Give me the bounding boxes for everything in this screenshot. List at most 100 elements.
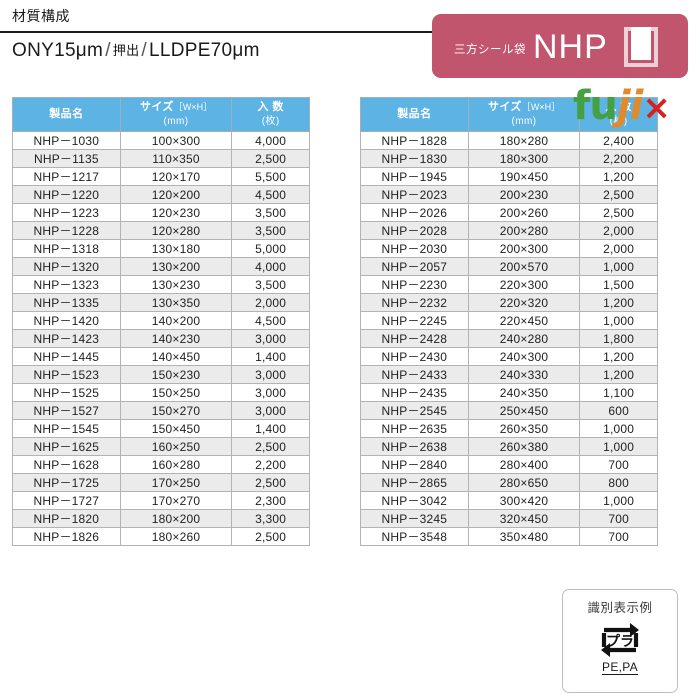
cell-size: 160×280 <box>119 455 233 474</box>
cell-size: 120×280 <box>119 221 233 240</box>
column-header-size: サイズ［W×H］ (mm) <box>119 97 233 132</box>
cell-product-name: NHP－2230 <box>360 275 469 294</box>
column-header-name: 製品名 <box>360 97 469 132</box>
title-divider <box>0 31 434 33</box>
table-row: NHP－1335 130×350 2,000 <box>12 293 310 312</box>
cell-product-name: NHP－2245 <box>360 311 469 330</box>
table-row: NHP－1220 120×200 4,500 <box>12 185 310 204</box>
table-row: NHP－2245 220×450 1,000 <box>360 311 658 330</box>
table-row: NHP－2545 250×450 600 <box>360 401 658 420</box>
cell-product-name: NHP－2433 <box>360 365 469 384</box>
cell-size: 300×420 <box>467 491 581 510</box>
cell-product-name: NHP－1217 <box>12 167 121 186</box>
cell-size: 180×200 <box>119 509 233 528</box>
cell-product-name: NHP－1523 <box>12 365 121 384</box>
cell-product-name: NHP－1826 <box>12 527 121 546</box>
cell-size: 180×260 <box>119 527 233 546</box>
column-header-qty: 入 数 (枚) <box>231 97 310 132</box>
cell-size: 130×180 <box>119 239 233 258</box>
cell-quantity: 700 <box>579 527 658 546</box>
cell-quantity: 1,000 <box>579 257 658 276</box>
cell-size: 220×300 <box>467 275 581 294</box>
table-row: NHP－1523 150×230 3,000 <box>12 365 310 384</box>
table-row: NHP－1135 110×350 2,500 <box>12 149 310 168</box>
cell-quantity: 1,000 <box>579 437 658 456</box>
cell-quantity: 3,000 <box>231 329 310 348</box>
table-header-row: 製品名 サイズ［W×H］ (mm) 入 数 (枚) <box>360 97 658 132</box>
spec-layer-1: ONY15μm <box>12 40 104 61</box>
table-row: NHP－2028 200×280 2,000 <box>360 221 658 240</box>
cell-size: 200×570 <box>467 257 581 276</box>
size-label: サイズ <box>487 100 522 113</box>
size-unit: (mm) <box>511 115 537 127</box>
cell-quantity: 3,000 <box>231 365 310 384</box>
cell-quantity: 3,000 <box>231 383 310 402</box>
table-row: NHP－1725 170×250 2,500 <box>12 473 310 492</box>
cell-quantity: 2,400 <box>579 131 658 150</box>
cell-size: 190×450 <box>467 167 581 186</box>
cell-size: 280×650 <box>467 473 581 492</box>
qty-label: 入 数 <box>605 100 632 113</box>
cell-product-name: NHP－1228 <box>12 221 121 240</box>
cell-size: 350×480 <box>467 527 581 546</box>
cell-product-name: NHP－2865 <box>360 473 469 492</box>
table-row: NHP－2430 240×300 1,200 <box>360 347 658 366</box>
cell-size: 220×320 <box>467 293 581 312</box>
recycle-mark-box: 識別表示例 プラ PE,PA <box>562 589 678 693</box>
product-table-left: 製品名 サイズ［W×H］ (mm) 入 数 (枚) NHP－1030 100×30… <box>12 97 310 546</box>
table-row: NHP－2635 260×350 1,000 <box>360 419 658 438</box>
table-row: NHP－3042 300×420 1,000 <box>360 491 658 510</box>
qty-unit: (枚) <box>261 115 280 127</box>
table-row: NHP－1945 190×450 1,200 <box>360 167 658 186</box>
cell-size: 150×250 <box>119 383 233 402</box>
recycle-box-title: 識別表示例 <box>587 601 653 615</box>
table-row: NHP－2433 240×330 1,200 <box>360 365 658 384</box>
table-head-right: 製品名 サイズ［W×H］ (mm) 入 数 (枚) <box>360 97 658 132</box>
cell-product-name: NHP－1323 <box>12 275 121 294</box>
cell-size: 120×230 <box>119 203 233 222</box>
cell-product-name: NHP－2057 <box>360 257 469 276</box>
cell-size: 100×300 <box>119 131 233 150</box>
size-label: サイズ <box>139 100 174 113</box>
table-row: NHP－1420 140×200 4,500 <box>12 311 310 330</box>
cell-size: 140×200 <box>119 311 233 330</box>
cell-quantity: 800 <box>579 473 658 492</box>
cell-quantity: 2,500 <box>231 149 310 168</box>
cell-quantity: 700 <box>579 455 658 474</box>
badge-title: NHP <box>533 28 608 66</box>
cell-quantity: 4,000 <box>231 257 310 276</box>
cell-size: 220×450 <box>467 311 581 330</box>
table-head-left: 製品名 サイズ［W×H］ (mm) 入 数 (枚) <box>12 97 310 132</box>
cell-product-name: NHP－1335 <box>12 293 121 312</box>
column-header-qty: 入 数 (枚) <box>579 97 658 132</box>
cell-quantity: 2,000 <box>579 221 658 240</box>
cell-quantity: 4,500 <box>231 311 310 330</box>
cell-quantity: 2,500 <box>231 437 310 456</box>
column-header-name: 製品名 <box>12 97 121 132</box>
cell-quantity: 3,500 <box>231 221 310 240</box>
cell-quantity: 600 <box>579 401 658 420</box>
table-row: NHP－1445 140×450 1,400 <box>12 347 310 366</box>
cell-product-name: NHP－2428 <box>360 329 469 348</box>
spec-layer-2: 押出 <box>112 43 140 58</box>
cell-size: 130×230 <box>119 275 233 294</box>
product-badge: 三方シール袋 NHP <box>432 14 688 78</box>
cell-quantity: 1,400 <box>231 419 310 438</box>
cell-size: 180×280 <box>467 131 581 150</box>
table-row: NHP－1318 130×180 5,000 <box>12 239 310 258</box>
table-row: NHP－1727 170×270 2,300 <box>12 491 310 510</box>
cell-size: 200×280 <box>467 221 581 240</box>
table-row: NHP－2230 220×300 1,500 <box>360 275 658 294</box>
size-unit: (mm) <box>163 115 189 127</box>
cell-quantity: 2,200 <box>231 455 310 474</box>
cell-product-name: NHP－1135 <box>12 149 121 168</box>
table-row: NHP－2865 280×650 800 <box>360 473 658 492</box>
cell-size: 160×250 <box>119 437 233 456</box>
cell-product-name: NHP－1828 <box>360 131 469 150</box>
cell-size: 320×450 <box>467 509 581 528</box>
cell-product-name: NHP－1945 <box>360 167 469 186</box>
table-row: NHP－1223 120×230 3,500 <box>12 203 310 222</box>
table-row: NHP－1228 120×280 3,500 <box>12 221 310 240</box>
cell-quantity: 1,200 <box>579 167 658 186</box>
